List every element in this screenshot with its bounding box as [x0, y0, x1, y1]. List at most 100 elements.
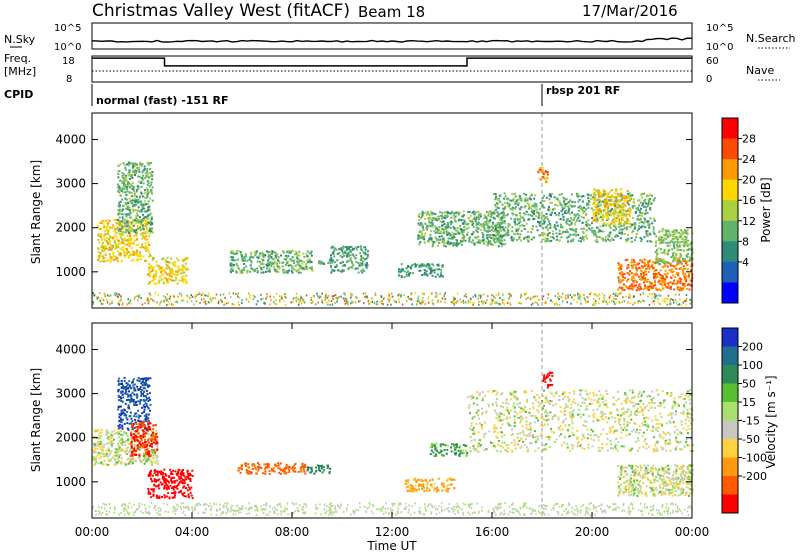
data-cell [112, 236, 115, 239]
data-cell [574, 201, 576, 204]
data-cell [131, 195, 134, 198]
data-cell [128, 438, 131, 441]
data-cell [126, 458, 129, 461]
data-cell [401, 303, 404, 306]
data-cell [555, 198, 558, 201]
data-cell [133, 200, 136, 202]
data-cell [626, 192, 629, 195]
data-cell [129, 201, 132, 204]
data-cell [269, 295, 271, 298]
colorbar-swatch [722, 118, 738, 140]
data-cell [652, 261, 654, 264]
data-cell [683, 282, 686, 285]
data-cell [359, 245, 362, 248]
data-cell [452, 242, 455, 245]
data-cell [556, 198, 559, 201]
data-cell [121, 176, 124, 179]
data-cell [118, 220, 121, 223]
data-cell [526, 238, 529, 241]
data-cell [122, 302, 124, 305]
data-cell [572, 229, 575, 232]
data-cell [610, 195, 613, 198]
data-cell [512, 206, 515, 209]
data-cell [141, 171, 144, 174]
data-cell [648, 268, 651, 271]
data-cell [644, 286, 647, 289]
data-cell [167, 261, 170, 264]
data-cell [444, 211, 447, 214]
data-cell [498, 294, 500, 297]
data-cell [593, 217, 596, 220]
data-cell [256, 250, 259, 253]
data-cell [434, 218, 437, 221]
data-cell [687, 249, 690, 251]
data-cell [628, 191, 631, 194]
data-cell [576, 195, 579, 198]
data-cell [150, 428, 152, 431]
data-cell [622, 275, 624, 278]
data-cell [544, 217, 547, 220]
data-cell [627, 234, 629, 237]
data-cell [141, 232, 144, 235]
data-cell [146, 172, 149, 175]
data-cell [147, 241, 150, 244]
data-cell [364, 246, 367, 249]
data-cell [533, 197, 536, 200]
data-cell [130, 259, 133, 262]
data-cell [460, 240, 463, 243]
data-cell [309, 299, 312, 302]
data-cell [638, 278, 641, 281]
data-cell [552, 208, 555, 211]
data-cell [138, 170, 141, 173]
data-cell [208, 301, 211, 304]
data-cell [465, 301, 467, 304]
data-cell [282, 261, 285, 264]
data-cell [140, 218, 143, 221]
data-cell [536, 220, 539, 223]
data-cell [133, 168, 136, 171]
data-cell [442, 238, 445, 241]
data-cell [441, 275, 444, 278]
data-cell [670, 256, 673, 259]
data-cell [597, 192, 600, 195]
data-cell [140, 185, 143, 188]
data-cell [340, 295, 342, 298]
data-cell [126, 384, 129, 387]
data-cell [120, 457, 123, 460]
data-cell [640, 272, 643, 275]
data-cell [128, 226, 130, 229]
data-cell [679, 233, 682, 236]
data-cell [570, 193, 573, 196]
data-cell [403, 276, 406, 278]
data-cell [678, 289, 681, 292]
data-cell [683, 274, 686, 277]
data-cell [149, 197, 152, 200]
data-cell [158, 279, 161, 282]
data-cell [618, 286, 621, 289]
data-cell [630, 237, 633, 239]
data-cell [118, 303, 120, 306]
data-cell [152, 279, 155, 282]
data-cell [183, 258, 186, 261]
data-cell [598, 213, 601, 216]
data-cell [484, 301, 487, 304]
data-cell [291, 249, 294, 252]
data-cell [620, 216, 623, 219]
data-cell [552, 233, 555, 236]
data-cell [618, 199, 621, 202]
data-cell [116, 432, 118, 435]
data-cell [562, 216, 565, 219]
data-cell [123, 414, 126, 417]
data-cell [111, 244, 114, 247]
data-cell [248, 292, 250, 295]
data-cell [580, 227, 583, 230]
data-cell [142, 220, 145, 222]
data-cell [200, 294, 203, 297]
data-cell [276, 265, 279, 268]
data-cell [147, 255, 150, 258]
data-cell [657, 280, 660, 283]
data-cell [686, 244, 689, 247]
data-cell [564, 198, 567, 201]
data-cell [684, 272, 687, 275]
